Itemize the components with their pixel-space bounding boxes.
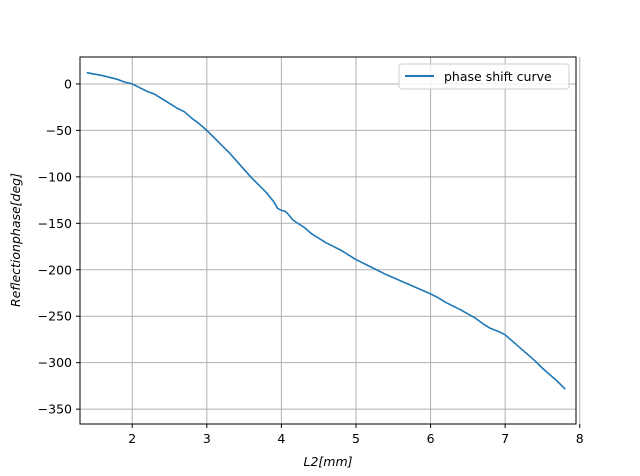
y-tick-label: 0 [64,76,72,91]
grid [80,57,581,424]
x-tick-label: 6 [427,431,435,446]
legend-label: phase shift curve [444,69,552,84]
legend-box [398,63,570,90]
y-axis-label: Reflectionphase[deg] [8,173,23,307]
y-axis-ticks: 0 −50 −100 −150 −200 −250 −300 −350 [38,76,80,417]
series-layer [86,71,566,390]
y-tick-label: −50 [46,123,72,138]
y-tick-label: −300 [38,355,72,370]
series-line-phase-shift-curve [86,71,566,390]
plot-area [80,57,576,424]
y-tick-label: −250 [38,309,72,324]
x-tick-label: 2 [128,431,136,446]
legend: phase shift curve [398,63,570,90]
x-tick-label: 3 [203,431,211,446]
x-tick-label: 5 [352,431,360,446]
y-tick-label: −150 [38,216,72,231]
x-axis-ticks: 2 3 4 5 6 7 8 [128,424,584,446]
x-tick-label: 8 [576,431,584,446]
y-tick-label: −100 [38,169,72,184]
x-tick-label: 4 [277,431,285,446]
y-tick-label: −350 [38,402,72,417]
y-tick-label: −200 [38,262,72,277]
x-axis-label: L2[mm] [303,454,352,469]
x-tick-label: 7 [501,431,509,446]
plot-frame [79,56,577,425]
